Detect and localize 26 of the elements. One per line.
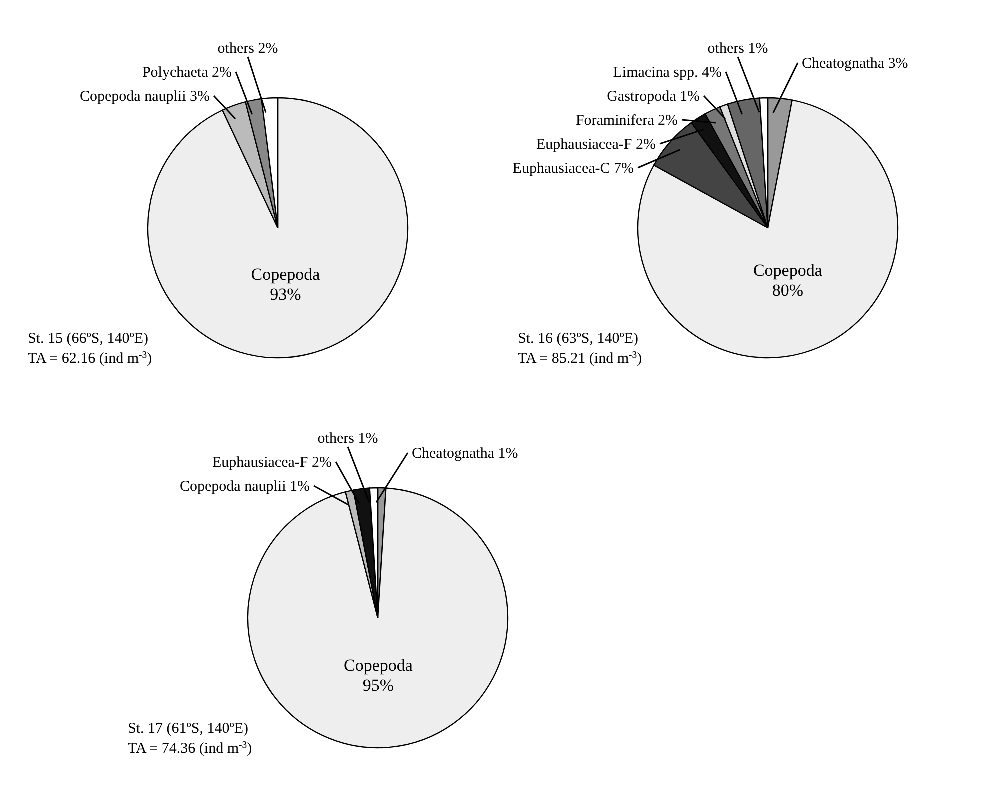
text: TA = 85.21 (ind m$^{-3}$)	[518, 350, 642, 367]
slice-label: Euphausiacea-C 7%	[512, 161, 634, 177]
slice-label: Copepoda	[344, 656, 414, 676]
slice-label: Copepoda	[753, 260, 823, 280]
slice-label: Limacina spp. 4%	[613, 65, 722, 81]
data-label: 80%	[772, 280, 804, 300]
text: St. 16 (63ºS, 140ºE)	[518, 331, 639, 347]
text: St. 17 (61ºS, 140ºE)	[128, 721, 249, 737]
slice-label: others 1%	[318, 431, 378, 447]
slice-label: Cheatognatha 1%	[412, 446, 518, 462]
text: St. 15 (66ºS, 140ºE)	[28, 331, 149, 347]
slice-label: Cheatognatha 3%	[802, 56, 908, 72]
slice-label: Polychaeta 2%	[142, 65, 232, 81]
slice-label: Euphausiacea-F 2%	[536, 137, 656, 153]
text: TA = 74.36 (ind m$^{-3}$)	[128, 740, 252, 757]
slice-label: others 1%	[708, 41, 768, 57]
slice-label: Foraminifera 2%	[576, 113, 678, 129]
slice-label: Copepoda	[251, 265, 321, 284]
slice-label: others 2%	[218, 41, 278, 57]
slice-label: Gastropoda 1%	[607, 89, 700, 105]
slice-label: Euphausiacea-F 2%	[212, 455, 332, 471]
slice-label: Copepoda nauplii 1%	[180, 479, 310, 495]
slice-label: Copepoda nauplii 3%	[80, 89, 210, 105]
text: TA = 62.16 (ind m$^{-3}$)	[28, 350, 152, 367]
data-label: 93%	[270, 285, 302, 304]
data-label: 95%	[362, 676, 394, 696]
